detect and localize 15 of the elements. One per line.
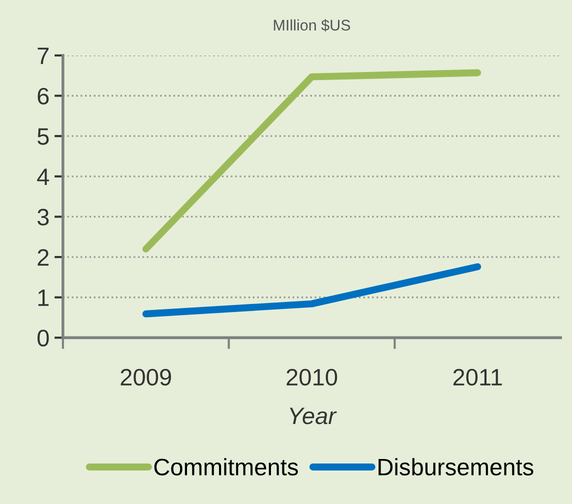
y-tick-label: 3 xyxy=(37,208,49,226)
y-tick-label: 6 xyxy=(38,88,49,105)
y-tick-label: 0 xyxy=(38,330,49,346)
x-tick-label: 2011 xyxy=(453,368,502,386)
y-tick-label: 5 xyxy=(38,128,49,145)
x-axis-title: Year xyxy=(290,408,337,424)
y-tick-label: 1 xyxy=(38,290,49,306)
x-tick-label: 2009 xyxy=(120,368,172,386)
legend-label: Disbursements xyxy=(378,458,534,476)
legend-label: Commitments xyxy=(154,458,298,476)
x-tick-label: 2010 xyxy=(286,368,338,386)
y-tick-label: 7 xyxy=(38,48,49,64)
y-tick-label: 4 xyxy=(37,168,50,185)
y-tick-label: 2 xyxy=(38,249,49,266)
chart-title: MIllion $US xyxy=(274,19,350,32)
